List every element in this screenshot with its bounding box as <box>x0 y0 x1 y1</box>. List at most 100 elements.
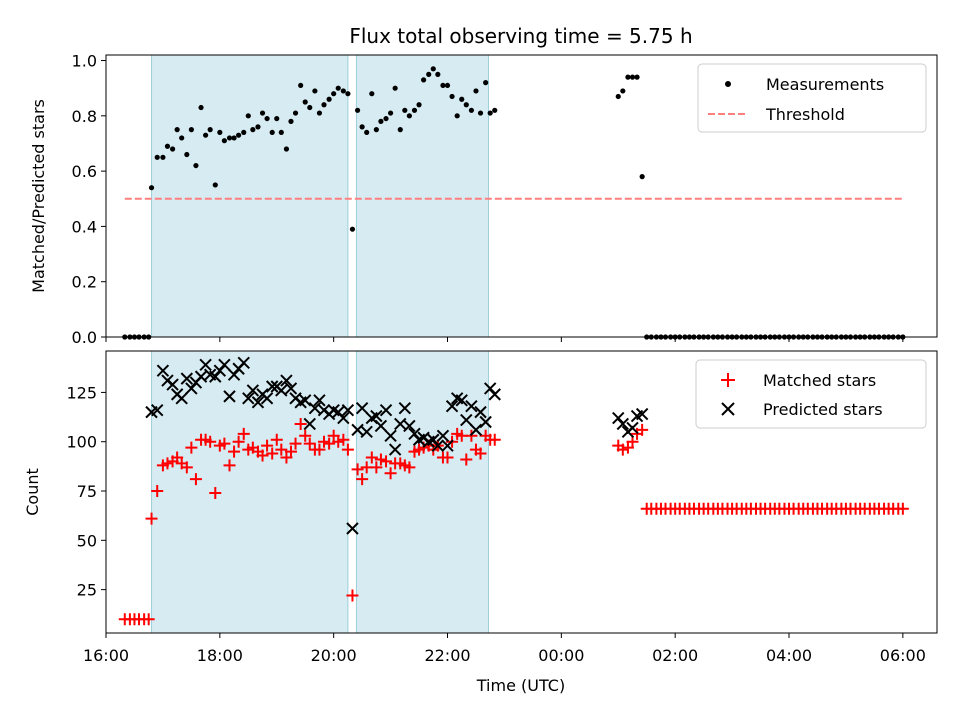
predicted-star-point <box>388 443 402 456</box>
measurement-point <box>349 226 356 232</box>
matched-star-point <box>161 457 174 470</box>
matched-star-point <box>323 437 336 450</box>
measurement-point <box>164 143 171 149</box>
matched-star-point <box>346 589 359 602</box>
shaded-interval-1 <box>355 350 489 634</box>
predicted-star-point <box>360 425 373 439</box>
matched-star-point <box>488 433 501 446</box>
measurement-point <box>207 127 213 133</box>
predicted-star-point <box>460 413 473 427</box>
x-tick-label: 16:00 <box>83 646 129 665</box>
matched-star-point <box>218 437 231 450</box>
measurement-point <box>364 129 370 136</box>
predicted-star-point <box>156 364 170 377</box>
matched-star-point <box>341 443 354 456</box>
matched-star-point <box>204 435 217 448</box>
predicted-star-point <box>242 392 255 405</box>
predicted-star-point <box>280 374 293 387</box>
legend-predicted-label: Predicted stars <box>763 400 883 419</box>
measurement-point <box>387 110 394 116</box>
matched-star-point <box>209 486 222 499</box>
matched-star-point <box>289 437 302 450</box>
matched-star-point <box>275 443 288 456</box>
x-tick-label: 02:00 <box>652 646 698 665</box>
measurement-point <box>463 102 469 108</box>
matched-star-point <box>313 443 326 456</box>
measurement-point <box>217 129 223 136</box>
count-points <box>118 356 909 626</box>
predicted-star-point <box>223 390 236 403</box>
predicted-star-point <box>346 522 359 535</box>
bottom-axes-frame <box>105 350 938 634</box>
measurement-point <box>615 93 621 100</box>
predicted-star-point <box>237 356 250 370</box>
measurement-point <box>331 91 337 97</box>
measurement-point <box>492 107 498 113</box>
measurement-point <box>629 74 636 80</box>
predicted-star-point <box>180 372 194 385</box>
predicted-star-point <box>469 423 483 437</box>
measurement-point <box>321 102 327 108</box>
predicted-star-point <box>299 394 312 407</box>
measurement-point <box>354 107 361 113</box>
matched-star-point <box>616 443 629 456</box>
chart-title: Flux total observing time = 5.75 h <box>349 24 692 48</box>
measurement-point <box>278 129 284 136</box>
y-tick-label: 0.2 <box>72 273 97 292</box>
predicted-star-point <box>313 394 326 407</box>
measurement-point <box>335 85 341 91</box>
x-axis-label: Time (UTC) <box>476 676 565 695</box>
measurement-point <box>639 174 645 180</box>
matched-star-point <box>223 459 236 472</box>
measurement-point <box>264 115 270 122</box>
matched-star-point <box>145 512 158 525</box>
legend-measurements-label: Measurements <box>766 75 884 94</box>
bottom-panel: 25 50 75 100 125 16:00 18:00 20:00 22:00 00:00 02… <box>23 350 938 695</box>
y-tick-label: 75 <box>77 482 97 501</box>
matched-star-point <box>332 435 345 448</box>
matched-star-point <box>294 417 307 430</box>
y-tick-label: 0.0 <box>72 328 97 347</box>
legend-threshold-label: Threshold <box>765 105 845 124</box>
predicted-star-point <box>616 417 630 431</box>
matched-star-point <box>403 461 416 474</box>
matched-star-point <box>299 429 312 442</box>
measurement-point <box>620 88 626 94</box>
measurement-point <box>154 154 160 160</box>
measurement-point <box>188 127 194 133</box>
predicted-star-point <box>303 417 316 431</box>
legend-matched-label: Matched stars <box>763 371 876 390</box>
measurement-point <box>397 127 403 133</box>
top-y-ticks: 0.0 0.2 0.4 0.6 0.8 1.0 <box>72 52 106 347</box>
measurement-point <box>236 132 242 138</box>
matched-star-point <box>237 427 250 440</box>
top-legend: Measurements Threshold <box>697 63 927 133</box>
predicted-star-point <box>398 401 412 415</box>
measurement-point <box>421 77 427 83</box>
shaded-intervals <box>151 350 489 634</box>
matched-star-point <box>384 467 397 480</box>
predicted-star-point <box>337 411 350 425</box>
matched-star-point <box>185 441 198 454</box>
matched-star-point <box>356 473 369 486</box>
measurement-point <box>212 182 218 188</box>
measurement-point <box>255 124 261 130</box>
predicted-star-point <box>374 419 388 433</box>
measurement-point <box>373 127 379 133</box>
matched-star-point <box>317 435 330 448</box>
measurement-point <box>430 66 436 72</box>
predicted-star-point <box>370 409 383 423</box>
matched-star-point <box>370 461 383 474</box>
measurement-point <box>487 110 493 116</box>
predicted-star-point <box>479 415 492 429</box>
top-y-axis-label: Matched/Predicted stars <box>29 99 48 293</box>
measurement-point <box>274 115 280 122</box>
measurement-point <box>221 138 227 144</box>
matched-star-point <box>365 451 378 464</box>
y-tick-label: 1.0 <box>72 52 97 71</box>
bottom-legend: Matched stars Predicted stars <box>695 359 927 429</box>
measurement-point <box>179 135 185 141</box>
measurement-point <box>250 127 256 133</box>
predicted-star-point <box>199 358 212 372</box>
x-tick-label: 06:00 <box>880 646 926 665</box>
